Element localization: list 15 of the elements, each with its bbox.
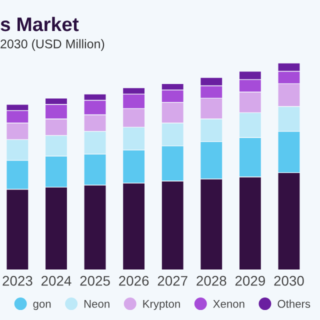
chart-title: s Market <box>0 16 79 32</box>
x-tick-label: 2026 <box>119 276 149 286</box>
legend-label: gon <box>33 302 51 310</box>
legend-label: Neon <box>84 300 110 308</box>
legend-label: Others <box>278 300 310 308</box>
x-tick-label: 2024 <box>41 276 72 286</box>
x-tick-label: 2030 <box>274 276 304 286</box>
legend-label: Xenon <box>213 300 244 308</box>
legend-label: Krypton <box>143 300 180 310</box>
x-tick-label: 2025 <box>80 276 110 286</box>
x-tick-label: 2023 <box>2 276 32 286</box>
x-tick-label: 2027 <box>158 276 188 286</box>
x-tick-label: 2029 <box>235 276 265 286</box>
chart-subtitle: 2030 (USD Million) <box>0 39 104 51</box>
x-tick-label: 2028 <box>196 276 226 286</box>
